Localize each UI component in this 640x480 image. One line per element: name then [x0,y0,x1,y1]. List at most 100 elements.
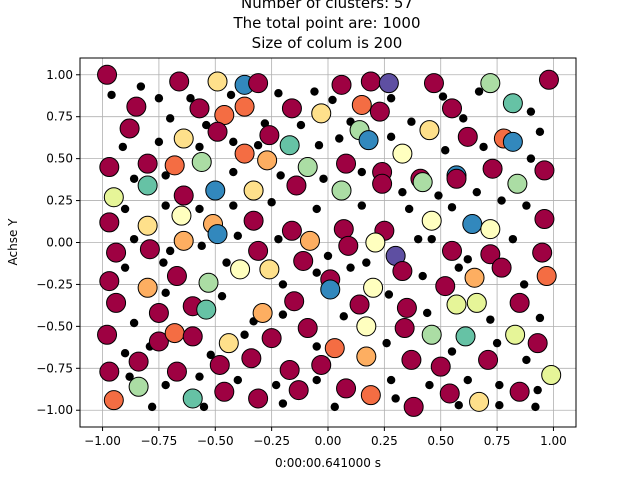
cluster-point [99,271,120,292]
chart-title-line-3: Size of colum is 200 [252,34,403,52]
noise-point [125,372,134,381]
noise-point [531,402,540,412]
cluster-point [538,69,559,90]
cluster-point [392,143,413,164]
cluster-point [128,376,149,397]
cluster-point [480,219,501,240]
noise-point [474,87,484,96]
cluster-point [446,294,467,315]
cluster-point [164,155,185,176]
noise-point [229,167,238,177]
y-axis-ticks: −1.00 −0.75 −0.50 −0.25 0.00 0.25 0.50 0.75 1.00 [36,68,80,417]
noise-point [278,280,288,289]
cluster-point [97,64,118,85]
cluster-point [419,120,440,141]
cluster-point [284,291,305,312]
noise-point [454,263,463,272]
cluster-point [279,359,300,380]
noise-point [526,154,536,163]
cluster-point [336,153,357,174]
noise-point [217,291,227,301]
cluster-point [279,135,300,156]
cluster-point [356,316,377,337]
cluster-point [331,180,352,201]
cluster-point [189,98,210,119]
cluster-point [164,323,185,344]
cluster-point [252,302,273,323]
cluster-point [293,250,314,271]
cluster-point [257,150,278,171]
cluster-point [259,259,280,280]
x-tick-label: 1.00 [540,434,567,448]
noise-point [314,141,324,150]
cluster-point [137,175,158,196]
cluster-point [333,219,354,240]
cluster-point [191,151,212,172]
cluster-point [446,168,467,189]
x-tick-label: 0.75 [484,434,511,448]
x-tick-label: 0.00 [315,434,342,448]
noise-point [319,174,328,183]
cluster-point [281,98,302,119]
cluster-point [457,126,478,147]
noise-point [438,92,448,101]
noise-point [147,402,157,412]
noise-point [120,349,130,358]
cluster-point [349,294,370,315]
noise-point [154,94,164,103]
x-axis-label: 0:00:00.641000 s [275,456,381,470]
x-axis-ticks: −1.00 −0.75 −0.50 −0.25 0.00 0.25 0.50 0.75 1.00 [84,427,567,448]
noise-point [161,380,170,390]
noise-point [384,290,394,299]
noise-point [447,347,457,356]
cluster-point [532,242,553,263]
cluster-point [128,351,149,372]
noise-point [362,258,371,267]
cluster-point [509,292,530,313]
noise-point [382,338,391,348]
noise-point [159,258,168,267]
cluster-point [286,175,307,196]
cluster-point [464,267,485,288]
noise-point [154,137,164,147]
cluster-point [99,157,120,178]
x-tick-label: −0.25 [253,434,290,448]
y-tick-label: −1.00 [36,403,73,417]
cluster-point [248,240,269,261]
y-tick-label: −0.50 [36,319,73,333]
noise-point [335,134,344,143]
cluster-point [394,318,415,339]
cluster-point [243,210,264,231]
noise-point [391,394,400,403]
y-tick-label: −0.75 [36,361,73,375]
x-tick-label: −1.00 [84,434,121,448]
noise-point [312,375,321,385]
cluster-point [198,272,219,293]
cluster-point [442,98,462,119]
noise-point [328,95,337,105]
noise-point [463,375,472,385]
cluster-point [336,378,357,399]
noise-point [199,402,209,412]
noise-point [278,310,288,319]
noise-point [161,171,170,180]
cluster-point [351,94,372,115]
noise-point [463,255,472,264]
cluster-point [509,381,530,402]
cluster-point [103,390,124,411]
noise-point [522,201,531,210]
noise-point [526,107,536,116]
cluster-point [214,105,235,126]
cluster-point [534,160,555,181]
cluster-point [214,381,235,402]
noise-point [454,400,463,410]
cluster-point [297,318,318,339]
cluster-point [261,328,282,349]
cluster-point [99,212,120,233]
noise-point [447,203,457,212]
y-axis-label: Achse Y [6,218,20,266]
noise-point [296,120,306,130]
noise-point [486,315,495,324]
noise-point [165,246,175,256]
noise-point [386,132,396,142]
